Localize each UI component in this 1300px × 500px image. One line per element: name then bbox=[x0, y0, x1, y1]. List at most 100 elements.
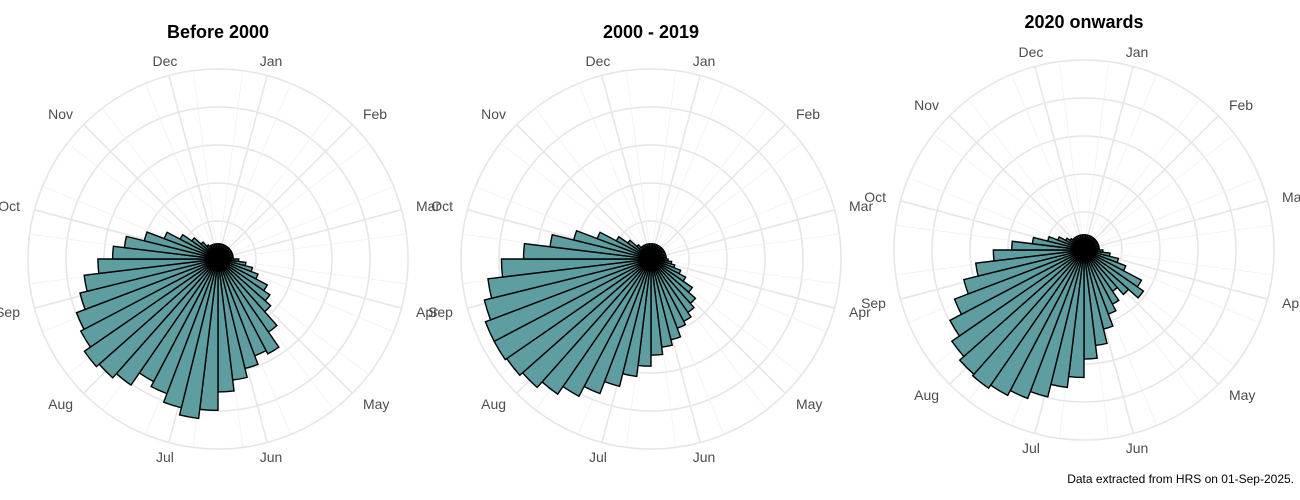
bar-week-39 bbox=[500, 258, 652, 278]
bar-week-39 bbox=[97, 258, 219, 275]
grid-spoke bbox=[217, 75, 268, 260]
bars bbox=[949, 234, 1145, 400]
month-label-sep: Sep bbox=[428, 304, 453, 320]
month-label-jan: Jan bbox=[1126, 44, 1149, 60]
month-label-apr: Apr bbox=[849, 304, 871, 320]
month-label-dec: Dec bbox=[585, 53, 610, 69]
bar-week-34 bbox=[950, 249, 1085, 358]
grid-spoke-minor bbox=[577, 83, 652, 260]
grid-spoke-minor bbox=[1083, 74, 1158, 251]
grid-spoke-minor bbox=[535, 108, 652, 260]
panel-before-2000: Before 2000 Jan Feb Mar Apr May Jun Jul Aug Sep O… bbox=[0, 22, 440, 465]
month-label-sep: Sep bbox=[861, 295, 886, 311]
grid-spoke-minor bbox=[908, 176, 1085, 251]
grid-spoke-minor bbox=[650, 143, 802, 260]
month-label-aug: Aug bbox=[48, 396, 73, 412]
panel-title: Before 2000 bbox=[167, 22, 269, 42]
month-label-feb: Feb bbox=[1229, 97, 1253, 113]
month-label-apr: Apr bbox=[416, 304, 438, 320]
grid-ring bbox=[460, 68, 842, 450]
month-label-dec: Dec bbox=[1018, 44, 1043, 60]
grid-spoke-minor bbox=[1058, 61, 1085, 251]
bar-week-35 bbox=[949, 249, 1085, 337]
grid-spoke-minor bbox=[1083, 249, 1273, 276]
month-labels: Jan Feb Mar Apr May Jun Jul Aug Sep Oct Nov Dec bbox=[428, 53, 873, 465]
bar-week-37 bbox=[79, 258, 219, 311]
month-label-sep: Sep bbox=[0, 304, 20, 320]
bar-week-38 bbox=[974, 249, 1085, 277]
bar-week-38 bbox=[487, 258, 652, 300]
grid-spoke-minor bbox=[1083, 134, 1235, 251]
bar-week-33 bbox=[958, 249, 1085, 376]
grid-spoke-minor bbox=[650, 185, 827, 260]
grid-spoke bbox=[1034, 66, 1085, 251]
grid-spoke-minor bbox=[217, 185, 394, 260]
grid-spoke bbox=[650, 258, 835, 309]
bars bbox=[75, 231, 280, 420]
bar-week-37 bbox=[483, 258, 652, 321]
month-label-jun: Jun bbox=[1126, 440, 1149, 456]
month-label-jan: Jan bbox=[693, 53, 716, 69]
panel-2020-onwards: 2020 onwards Jan Feb Mar Apr May Jun Jul Aug Sep… bbox=[861, 12, 1300, 456]
bar-week-52 bbox=[215, 243, 219, 260]
bar-week-34 bbox=[83, 258, 219, 368]
month-label-apr: Apr bbox=[1282, 295, 1300, 311]
grid-spoke-minor bbox=[217, 258, 407, 285]
bar-week-32 bbox=[971, 249, 1085, 390]
grid-spoke bbox=[168, 75, 219, 260]
grid-spoke-minor bbox=[217, 233, 407, 260]
grid-spoke bbox=[650, 209, 835, 260]
month-label-jul: Jul bbox=[156, 449, 174, 465]
grid-spoke-minor bbox=[650, 233, 840, 260]
grid-spoke bbox=[949, 115, 1085, 251]
grid-spoke-minor bbox=[1010, 74, 1085, 251]
month-label-dec: Dec bbox=[152, 53, 177, 69]
grid-spoke-minor bbox=[144, 83, 219, 260]
grid-spoke-minor bbox=[625, 70, 652, 260]
month-label-nov: Nov bbox=[48, 106, 73, 122]
grid-spoke-minor bbox=[192, 70, 219, 260]
grid-spoke-minor bbox=[650, 108, 767, 260]
bar-week-20 bbox=[1083, 249, 1130, 296]
month-label-aug: Aug bbox=[481, 396, 506, 412]
grid-spoke-minor bbox=[650, 258, 840, 285]
month-label-may: May bbox=[1229, 387, 1255, 403]
bar-week-39 bbox=[992, 249, 1085, 262]
bar-week-52 bbox=[648, 243, 652, 260]
month-label-jun: Jun bbox=[260, 449, 283, 465]
grid-spoke bbox=[217, 124, 353, 260]
month-label-jan: Jan bbox=[260, 53, 283, 69]
grid-spoke-minor bbox=[500, 143, 652, 260]
month-labels: Jan Feb Mar Apr May Jun Jul Aug Sep Oct Nov Dec bbox=[0, 53, 440, 465]
panel-title: 2020 onwards bbox=[1024, 12, 1143, 32]
bar-week-36 bbox=[484, 258, 652, 343]
grid-spoke bbox=[1083, 200, 1268, 251]
month-label-oct: Oct bbox=[864, 189, 886, 205]
grid-spoke-minor bbox=[1083, 176, 1260, 251]
grid-spoke-minor bbox=[650, 70, 677, 260]
grid-spoke bbox=[217, 209, 402, 260]
bars bbox=[483, 229, 697, 398]
grid-ring bbox=[931, 97, 1237, 403]
bar-week-22 bbox=[217, 258, 280, 355]
month-label-mar: Mar bbox=[1282, 189, 1300, 205]
panel-2000-2019: 2000 - 2019 Jan Feb Mar Apr May Jun Jul Aug Sep O… bbox=[428, 22, 873, 465]
grid-ring bbox=[27, 68, 409, 450]
month-label-jul: Jul bbox=[1022, 440, 1040, 456]
grid-spoke-minor bbox=[933, 134, 1085, 251]
grid-spoke-minor bbox=[217, 108, 334, 260]
bar-week-36 bbox=[75, 258, 219, 331]
bar-week-52 bbox=[1081, 234, 1085, 251]
grid-spoke-minor bbox=[650, 83, 725, 260]
grid-spoke-minor bbox=[1083, 99, 1200, 251]
bar-week-19 bbox=[1083, 249, 1145, 299]
month-label-may: May bbox=[796, 396, 822, 412]
month-label-mar: Mar bbox=[849, 198, 873, 214]
grid-spoke bbox=[516, 124, 652, 260]
grid-ring bbox=[893, 59, 1275, 441]
bar-week-38 bbox=[83, 258, 219, 293]
grid-spoke-minor bbox=[1083, 224, 1273, 251]
month-label-jun: Jun bbox=[693, 449, 716, 465]
month-label-may: May bbox=[363, 396, 389, 412]
